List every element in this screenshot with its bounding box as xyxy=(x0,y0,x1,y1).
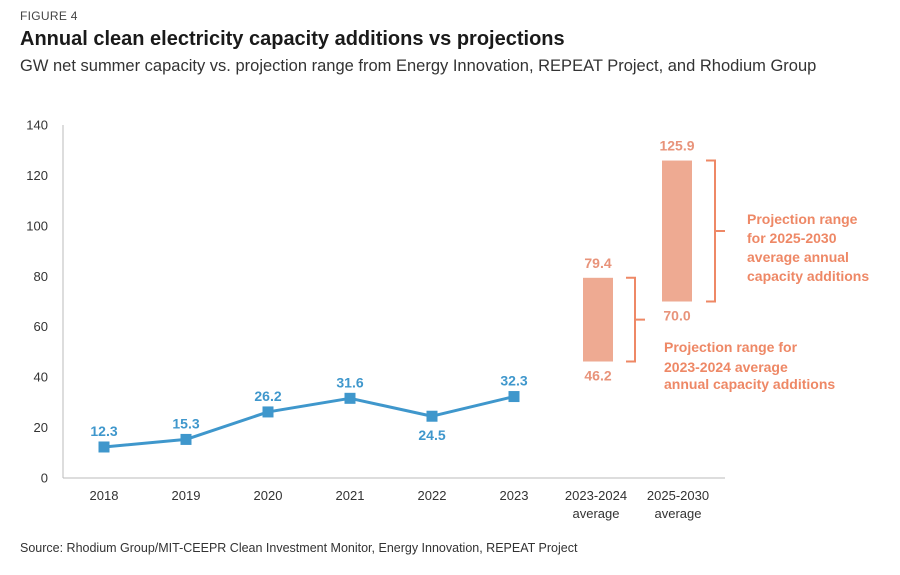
data-label: 31.6 xyxy=(336,374,363,390)
x-tick-label: 2018 xyxy=(90,488,119,503)
y-tick-label: 120 xyxy=(26,168,48,183)
y-tick-label: 80 xyxy=(34,269,48,284)
data-label: 32.3 xyxy=(500,373,527,389)
x-tick-label: 2020 xyxy=(254,488,283,503)
data-label: 15.3 xyxy=(172,415,199,431)
range-high-label: 79.4 xyxy=(584,255,611,271)
projection-range-bar xyxy=(583,277,613,362)
data-point xyxy=(98,441,110,453)
y-tick-label: 100 xyxy=(26,218,48,233)
data-point xyxy=(426,410,438,422)
y-tick-label: 0 xyxy=(41,471,48,486)
range-low-label: 70.0 xyxy=(663,308,690,324)
data-point xyxy=(508,391,520,403)
data-point xyxy=(344,392,356,404)
range-bracket xyxy=(706,159,725,303)
y-tick-label: 60 xyxy=(34,319,48,334)
x-tick-label: 2025-2030 average xyxy=(647,488,709,521)
y-tick-label: 40 xyxy=(34,370,48,385)
data-label: 26.2 xyxy=(254,388,281,404)
data-label: 24.5 xyxy=(418,427,445,443)
data-point xyxy=(180,433,192,445)
x-tick-label: 2019 xyxy=(172,488,201,503)
series-line xyxy=(103,395,515,449)
chart-title: Annual clean electricity capacity additi… xyxy=(20,28,565,50)
data-point xyxy=(262,406,274,418)
x-tick-label: 2023 xyxy=(500,488,529,503)
range-low-label: 46.2 xyxy=(584,368,611,384)
range-bracket xyxy=(626,276,645,363)
projection-range-bar xyxy=(662,160,692,302)
data-label: 12.3 xyxy=(90,423,117,439)
x-tick-label: 2023-2024 average xyxy=(565,488,627,521)
source-note: Source: Rhodium Group/MIT-CEEPR Clean In… xyxy=(20,541,578,555)
y-tick-label: 140 xyxy=(26,118,48,133)
range-high-label: 125.9 xyxy=(659,138,694,154)
figure-label: FIGURE 4 xyxy=(20,9,78,23)
chart-subtitle: GW net summer capacity vs. projection ra… xyxy=(20,57,817,75)
x-tick-label: 2021 xyxy=(336,488,365,503)
x-tick-label: 2022 xyxy=(418,488,447,503)
range-annotation: Projection range for 2025-2030 average ann… xyxy=(747,211,869,284)
range-annotation: Projection range for 2023-2024 average ann… xyxy=(664,339,835,392)
y-tick-label: 20 xyxy=(34,420,48,435)
